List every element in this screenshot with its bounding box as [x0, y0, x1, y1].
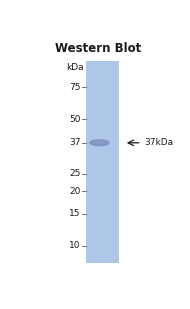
Text: 15: 15 [69, 209, 80, 218]
Text: 20: 20 [69, 187, 80, 196]
Ellipse shape [93, 141, 106, 143]
Text: 37kDa: 37kDa [144, 138, 174, 147]
Text: 50: 50 [69, 115, 80, 124]
Text: 75: 75 [69, 83, 80, 92]
Text: 10: 10 [69, 241, 80, 250]
Ellipse shape [89, 139, 110, 146]
Text: 37: 37 [69, 138, 80, 147]
Bar [86, 61, 120, 263]
Text: kDa: kDa [66, 63, 84, 72]
Text: Western Blot: Western Blot [55, 42, 142, 55]
Text: 25: 25 [69, 169, 80, 178]
